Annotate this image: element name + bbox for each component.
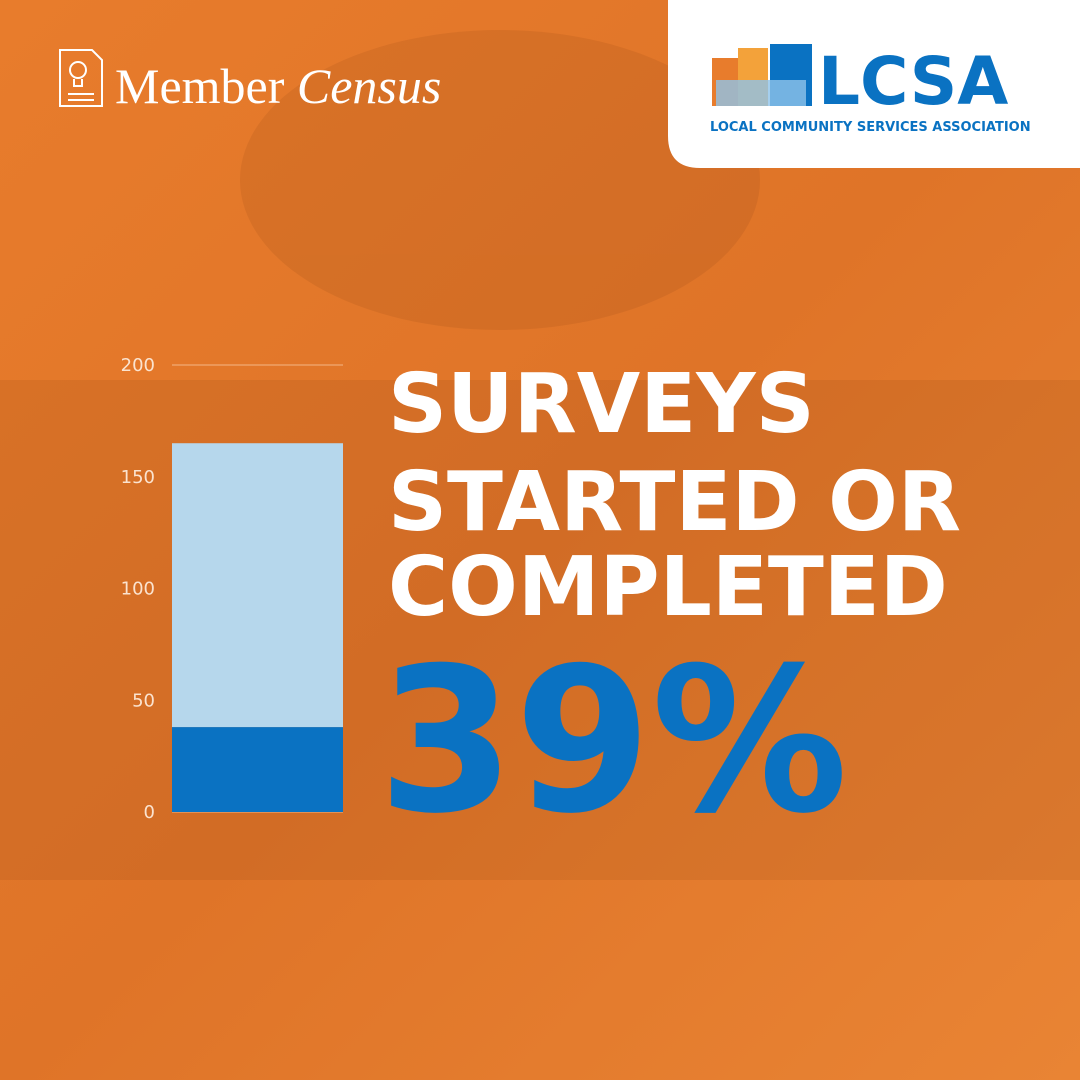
brand-title: Member Census [115, 58, 441, 114]
logo-name: LCSA [818, 43, 1008, 120]
logo-tagline: LOCAL COMMUNITY SERVICES ASSOCIATION [710, 120, 1031, 135]
y-tick-label: 150 [121, 467, 155, 488]
y-tick-label: 100 [121, 579, 155, 600]
y-tick-label: 200 [121, 355, 155, 376]
y-tick-label: 0 [144, 802, 155, 823]
chart-title: COMPLETED [388, 540, 948, 635]
bar-segment [172, 727, 343, 812]
brand-icon [59, 49, 103, 107]
chart-title: SURVEYS [388, 357, 815, 452]
logo-icon [712, 44, 812, 106]
y-tick-label: 50 [132, 690, 155, 711]
logo-panel [668, 0, 1080, 168]
chart-title: STARTED OR [388, 455, 961, 550]
bar-segment [172, 443, 343, 728]
annotation: 39% [378, 625, 848, 858]
